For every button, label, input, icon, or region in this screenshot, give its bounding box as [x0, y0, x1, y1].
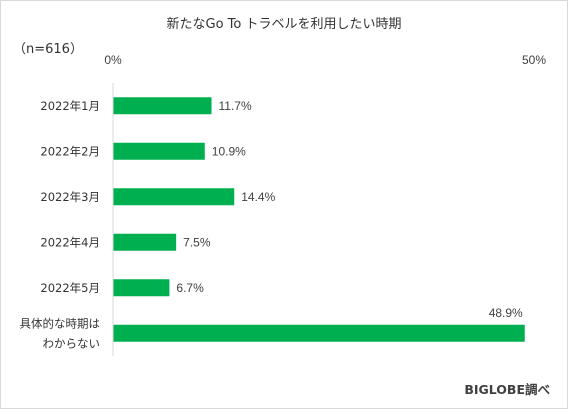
bar: [113, 97, 212, 115]
category-label-line: 2022年2月: [40, 144, 100, 158]
category-label-line: 具体的な時期は: [20, 316, 101, 330]
category-label-line: 2022年1月: [40, 99, 100, 113]
category-label: 2022年3月: [40, 190, 100, 204]
category-label: 具体的な時期はわからない: [20, 316, 101, 350]
category-label-line: 2022年5月: [40, 281, 100, 295]
chart-title: 新たなGo To トラベルを利用したい時期: [167, 16, 402, 32]
category-label-line: わからない: [43, 336, 101, 350]
data-label: 10.9%: [212, 144, 246, 158]
source-credit: BIGLOBE調べ: [464, 382, 550, 397]
data-label: 11.7%: [219, 99, 252, 113]
category-label: 2022年4月: [40, 235, 100, 249]
x-tick-label: 50%: [522, 53, 546, 67]
category-label-line: 2022年3月: [40, 190, 100, 204]
data-label: 48.9%: [489, 306, 523, 320]
bar: [113, 142, 205, 160]
bar: [113, 279, 170, 297]
sample-size-note: （n=616）: [13, 42, 83, 57]
data-label: 6.7%: [176, 281, 204, 295]
category-label: 2022年2月: [40, 144, 100, 158]
data-label: 14.4%: [241, 190, 275, 204]
x-tick-label: 0%: [104, 53, 122, 67]
category-label: 2022年1月: [40, 99, 100, 113]
data-label: 7.5%: [183, 235, 211, 249]
bar: [113, 233, 177, 251]
bar: [113, 324, 525, 342]
category-label: 2022年5月: [40, 281, 100, 295]
category-label-line: 2022年4月: [40, 235, 100, 249]
bar: [113, 188, 235, 206]
